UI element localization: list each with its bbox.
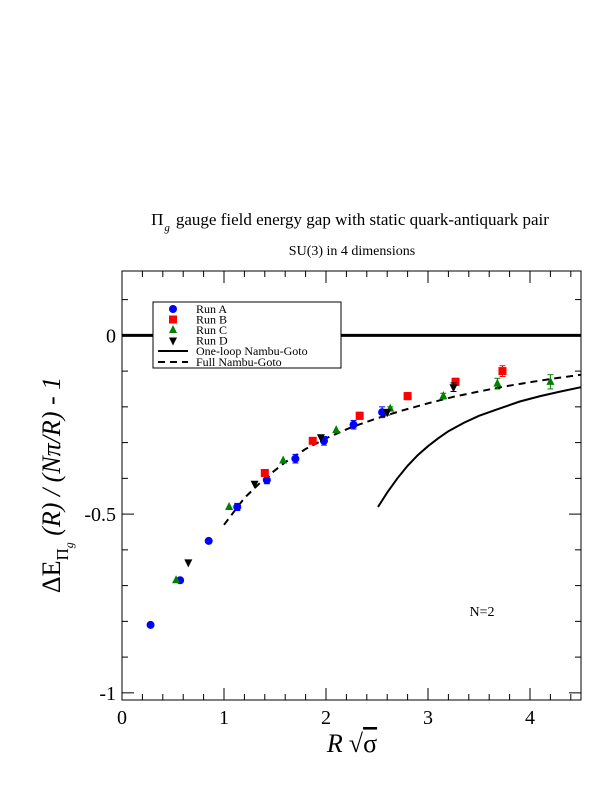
- plot-area: [121, 270, 582, 701]
- legend-label-run-a: Run A: [196, 302, 227, 316]
- legend-marker-run-a: [169, 305, 177, 313]
- data-point-run-a: [146, 620, 155, 629]
- legend-label-one-loop-nambu-goto: One-loop Nambu-Goto: [196, 344, 308, 358]
- data-point-run-a: [291, 454, 300, 463]
- data-point-run-d: [383, 409, 392, 418]
- x-axis-label: R √σ: [326, 729, 377, 758]
- legend-label-full-nambu-goto: Full Nambu-Goto: [196, 355, 282, 369]
- data-point-run-a: [204, 536, 213, 545]
- data-point-run-d: [250, 480, 259, 489]
- data-point-run-b: [260, 468, 269, 477]
- y-tick-label: -0.5: [84, 504, 116, 526]
- data-point-run-d: [449, 384, 458, 393]
- data-point-run-a: [262, 476, 271, 485]
- y-tick-label: 0: [106, 325, 116, 347]
- x-tick-label: 1: [219, 707, 229, 729]
- data-point-run-b: [308, 436, 317, 445]
- legend-label-run-b: Run B: [196, 313, 227, 327]
- legend-marker-run-c: [169, 325, 177, 333]
- legend-marker-run-b: [169, 315, 177, 324]
- data-point-run-c: [546, 376, 555, 385]
- data-point-run-a: [349, 420, 358, 429]
- x-tick-label: 0: [117, 707, 127, 729]
- curve-full-nambu-goto: [223, 373, 582, 526]
- y-tick-label: -1: [99, 683, 116, 705]
- legend-label-run-d: Run D: [196, 334, 228, 348]
- annotation-n2: N=2: [469, 605, 494, 620]
- data-point-run-c: [172, 575, 181, 584]
- legend-box: [152, 301, 342, 369]
- data-point-run-b: [403, 392, 412, 401]
- data-point-run-d: [184, 559, 193, 568]
- chart-title: Πg gauge field energy gap with static qua…: [151, 210, 549, 234]
- axis-ticks: 0 1 2 3 4 0 -0.5 -1: [84, 271, 581, 729]
- legend-label-run-c: Run C: [196, 323, 227, 337]
- data-point-run-b: [355, 411, 364, 420]
- x-tick-label: 3: [423, 707, 433, 729]
- data-point-run-b: [498, 367, 507, 376]
- curve-one-loop-nambu-goto: [377, 386, 582, 508]
- data-point-run-c: [493, 378, 502, 387]
- data-point-run-b: [451, 377, 460, 386]
- x-tick-label: 4: [525, 707, 535, 729]
- data-point-run-c: [225, 501, 234, 510]
- data-point-run-a: [233, 502, 242, 511]
- data-point-run-c: [439, 391, 448, 400]
- data-point-run-c: [332, 425, 341, 434]
- legend-marker-run-d: [169, 337, 177, 346]
- data-point-run-c: [279, 455, 288, 464]
- y-axis-label: ΔEΠg (R) / (Nπ/R) - 1: [37, 377, 76, 593]
- x-tick-label: 2: [321, 707, 331, 729]
- chart-subtitle: SU(3) in 4 dimensions: [289, 244, 415, 259]
- data-point-run-d: [316, 434, 325, 443]
